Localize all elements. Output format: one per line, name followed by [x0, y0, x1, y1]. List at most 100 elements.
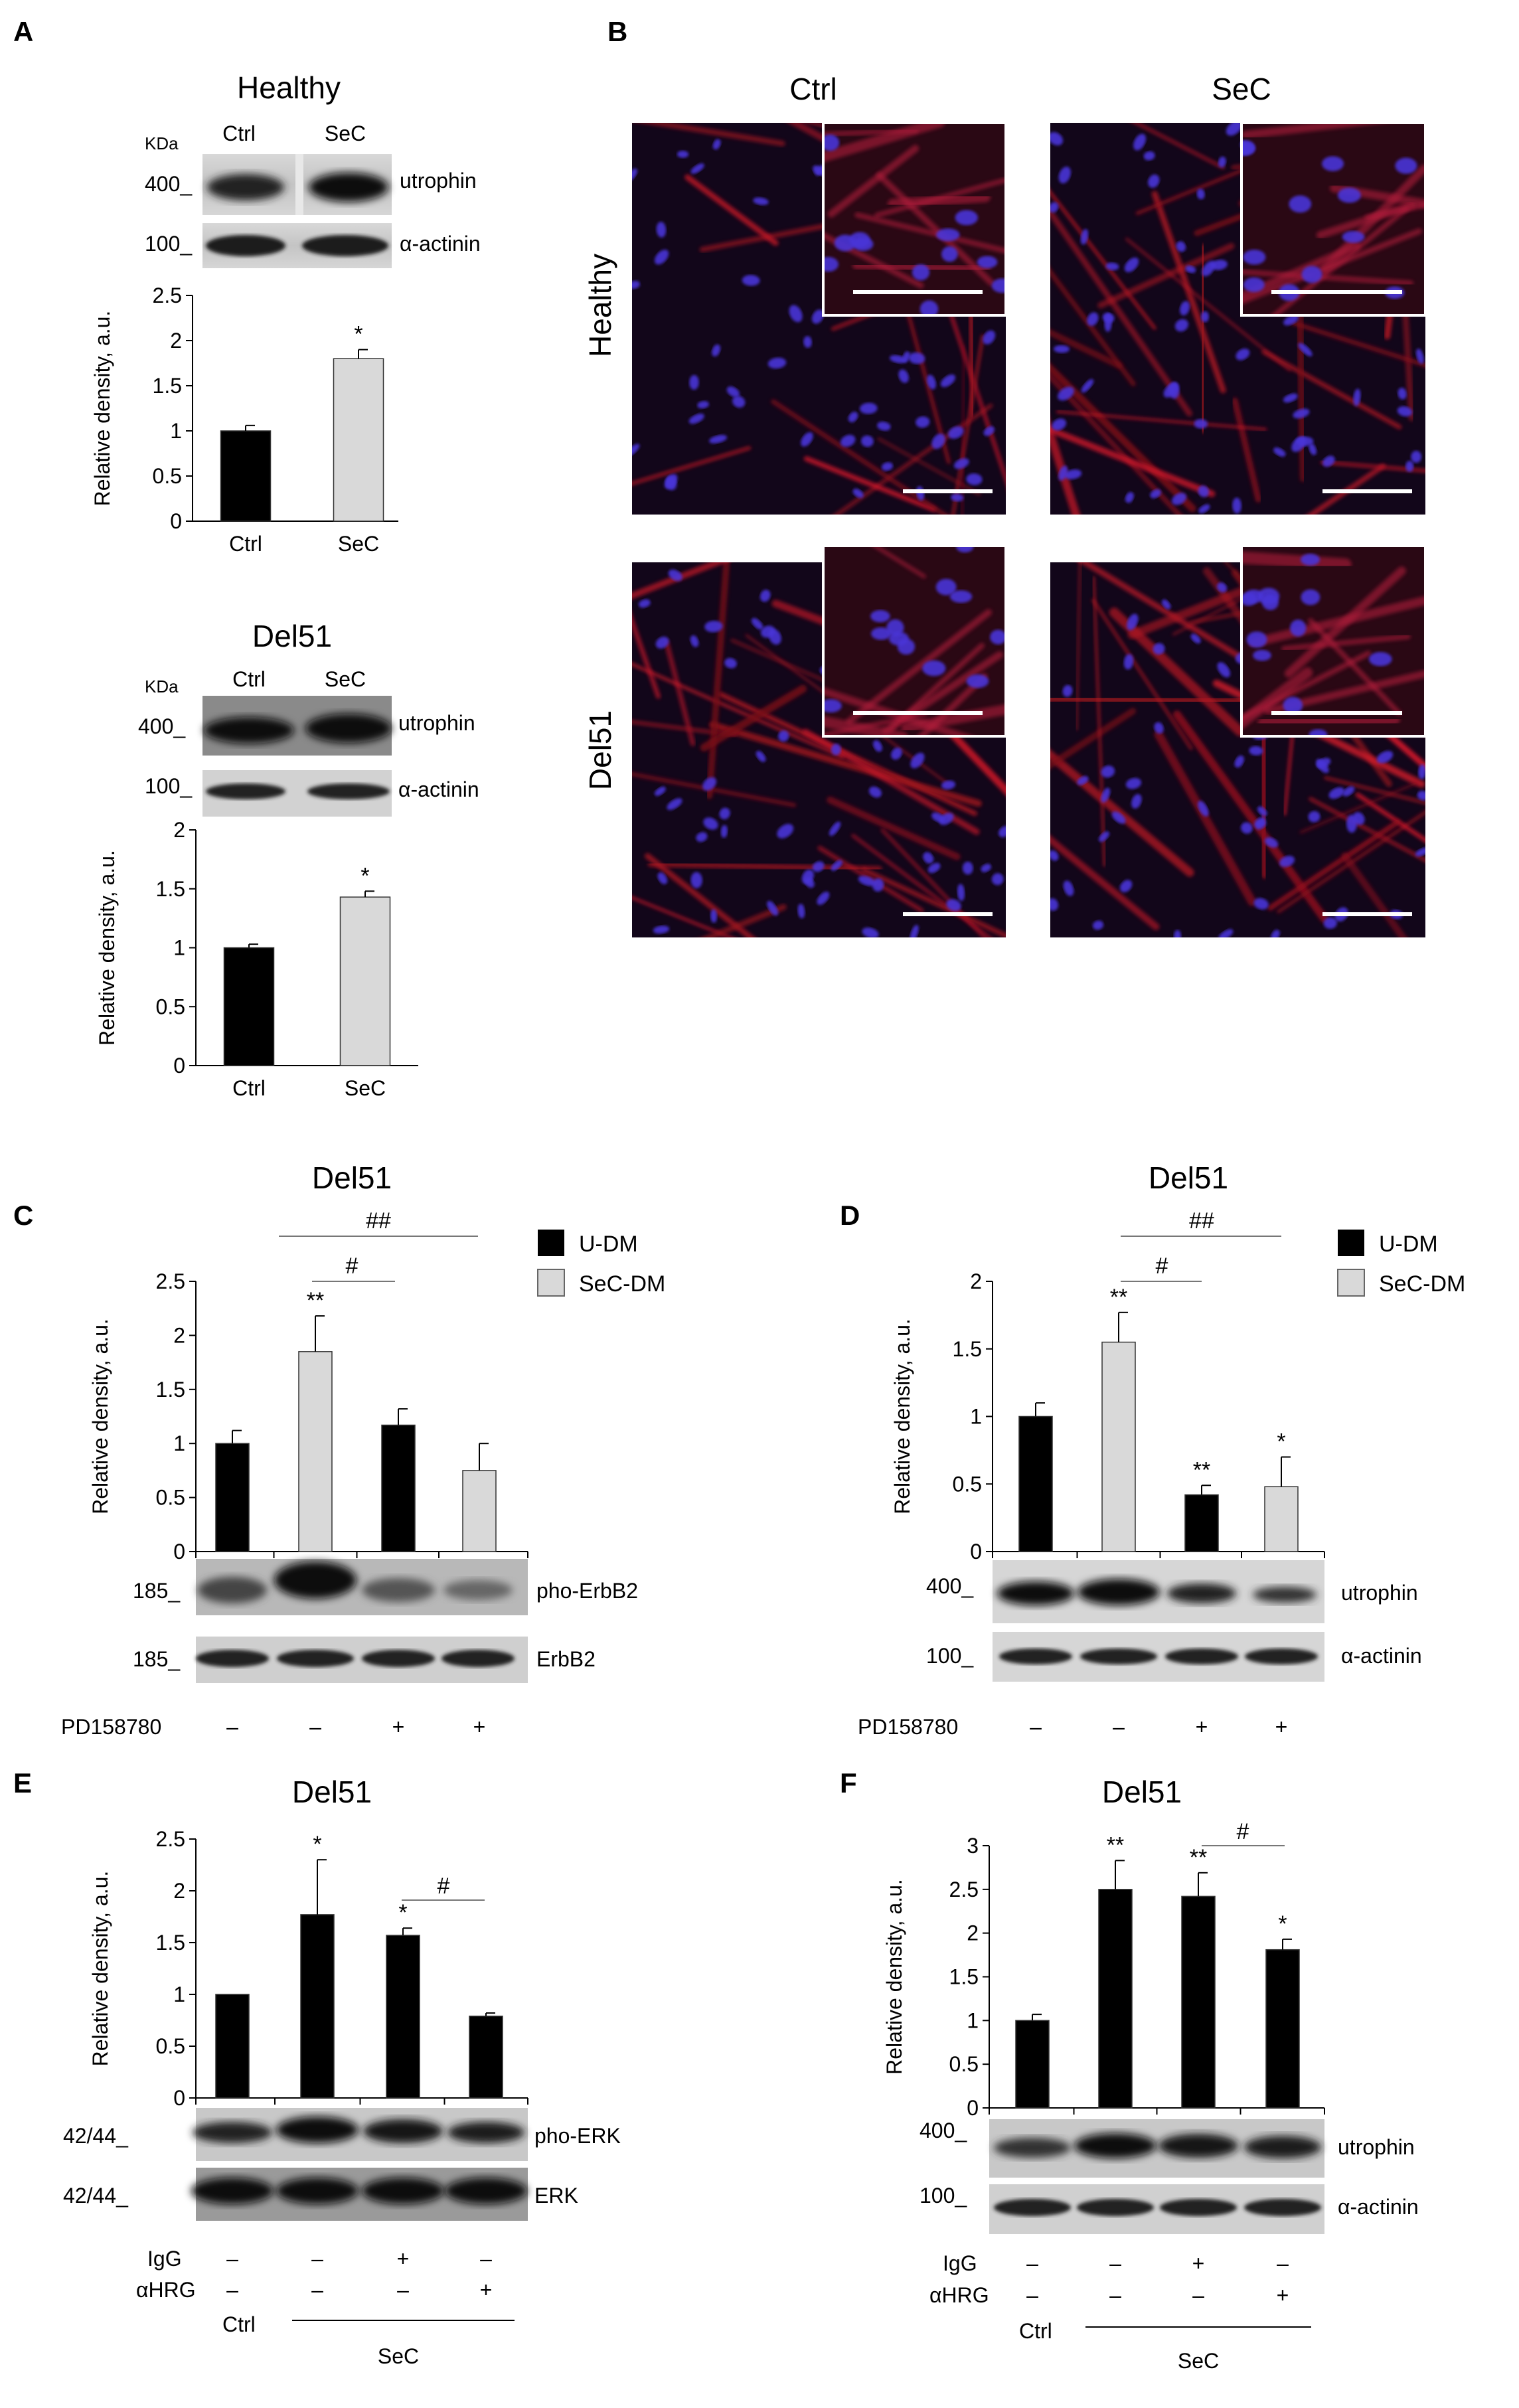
y-tick-label: 2 [170, 329, 182, 353]
significance-star: ** [1190, 1845, 1207, 1870]
blot-utrophin [993, 1560, 1324, 1623]
treatment-sign: + [1277, 2283, 1289, 2307]
blot-label-pho-erbb2: pho-ErbB2 [536, 1579, 638, 1603]
chart-a-del51: 0 0.5 1 1.5 2 Relative density, a.u. Ctrl * SeC [95, 818, 418, 1100]
x-category-label: Ctrl [229, 532, 262, 556]
y-tick-label: 3 [967, 1834, 979, 1858]
panel-a-healthy: Healthy Ctrl SeC KDa 400_ 100_ utrophin … [90, 70, 481, 556]
treatment-sign: – [309, 1715, 321, 1739]
bar [298, 1351, 333, 1552]
treatment-sign: + [1192, 2251, 1205, 2275]
x-category-label: SeC [338, 532, 379, 556]
treatment-sign: – [226, 1715, 238, 1739]
marker-42-44-b: 42/44_ [63, 2184, 129, 2207]
y-tick-label: 0 [170, 509, 182, 533]
significance-star: * [354, 322, 362, 347]
blot-actinin [989, 2184, 1324, 2234]
y-axis-label: Relative density, a.u. [90, 311, 114, 507]
panel-e-title: Del51 [292, 1775, 372, 1809]
blot-label-utrophin: utrophin [1338, 2135, 1415, 2159]
significance-star: ** [1110, 1285, 1127, 1310]
micrographs [632, 121, 1427, 937]
hash-1: # [346, 1253, 359, 1279]
blot-pho-erk [193, 2108, 528, 2161]
kda-label: KDa [145, 133, 179, 153]
marker-400: 400_ [919, 2119, 967, 2142]
y-tick-label: 1.5 [153, 374, 182, 398]
x-category-label: SeC [345, 1076, 386, 1100]
legend-udm: U-DM [1379, 1232, 1438, 1257]
y-tick-label: 1 [970, 1405, 982, 1429]
treat-signs: – – + + [226, 1715, 485, 1739]
micrograph-del51-sec [1050, 544, 1427, 937]
blot-label-actinin: α-actinin [398, 777, 479, 801]
legend-secdm: SeC-DM [1379, 1271, 1465, 1297]
row-label-del51: Del51 [583, 710, 617, 790]
treatment-sign: + [473, 1715, 486, 1739]
bar [386, 1935, 420, 2099]
treatment-sign: + [1196, 1715, 1208, 1739]
significance-star: ** [1107, 1832, 1124, 1858]
blot-label-utrophin: utrophin [1341, 1581, 1418, 1605]
significance-star: ** [1193, 1457, 1210, 1483]
y-tick-label: 1 [173, 936, 185, 960]
bar [300, 1914, 335, 2099]
y-tick-label: 1 [173, 1982, 185, 2006]
micrograph-del51-ctrl [632, 544, 1007, 937]
bar [1098, 1889, 1133, 2109]
y-tick-label: 0.5 [156, 995, 185, 1018]
panel-letter-d: D [840, 1200, 860, 1231]
bar [1018, 1415, 1053, 1552]
inset-frame [822, 544, 1007, 738]
micrograph-healthy-sec [1050, 121, 1427, 515]
treatment-sign: – [397, 2278, 409, 2302]
bar [215, 1443, 250, 1552]
marker-42-44-a: 42/44_ [63, 2124, 129, 2148]
row-label-healthy: Healthy [583, 254, 617, 357]
panel-e: Del51 # 0 0.5 1 1.5 2 2.5 Relative density, a.… [63, 1775, 621, 2368]
panel-letter-f: F [840, 1767, 857, 1799]
y-tick-label: 0.5 [953, 1472, 982, 1496]
y-tick-label: 2.5 [156, 1269, 185, 1293]
blot-label-erk: ERK [534, 2184, 578, 2207]
ctrl-label: Ctrl [222, 2312, 256, 2336]
igg-signs: – – + – [226, 2247, 492, 2271]
y-tick-label: 0 [967, 2096, 979, 2120]
sec-label: SeC [378, 2344, 419, 2368]
significance-star: * [1278, 1911, 1287, 1937]
y-tick-label: 2 [173, 1323, 185, 1347]
panel-a-del51: Del51 Ctrl SeC KDa 400_ 100_ utrophin α-… [95, 619, 479, 1100]
treat-label: PD158780 [858, 1715, 958, 1739]
panel-f: Del51 # 0 0.5 1 1.5 2 2.5 3 Relative density, a… [882, 1775, 1419, 2373]
marker-400: 400_ [145, 172, 193, 196]
lane-label-ctrl: Ctrl [232, 667, 266, 691]
marker-100: 100_ [919, 2184, 967, 2207]
y-tick-label: 1.5 [156, 877, 185, 901]
treat-label: PD158780 [61, 1715, 161, 1739]
y-tick-label: 2 [173, 818, 185, 842]
sec-label: SeC [1178, 2349, 1219, 2373]
blot-label-actinin: α-actinin [1341, 1644, 1422, 1668]
bar [1101, 1341, 1136, 1552]
treatment-sign: + [397, 2247, 410, 2271]
blot-pho-erbb2 [196, 1559, 528, 1615]
bar [215, 1994, 250, 2099]
y-tick-label: 2.5 [949, 1878, 979, 1901]
blot-label-actinin: α-actinin [1338, 2195, 1419, 2219]
hash-2: ## [1189, 1208, 1214, 1234]
blot-label-utrophin: utrophin [398, 711, 475, 735]
treatment-sign: + [480, 2278, 493, 2302]
hash: # [438, 1874, 450, 1899]
bar [1265, 1949, 1300, 2109]
treatment-sign: – [1109, 2283, 1121, 2307]
chart-e: 0 0.5 1 1.5 2 2.5 Relative density, a.u. * * [88, 1827, 528, 2110]
bar [462, 1470, 497, 1552]
panel-letter-c: C [13, 1200, 33, 1231]
panel-letter-e: E [13, 1767, 32, 1799]
y-tick-label: 0 [970, 1540, 982, 1564]
blot-label-utrophin: utrophin [400, 169, 477, 193]
y-tick-label: 0 [173, 2086, 185, 2110]
bar [1015, 2020, 1050, 2109]
